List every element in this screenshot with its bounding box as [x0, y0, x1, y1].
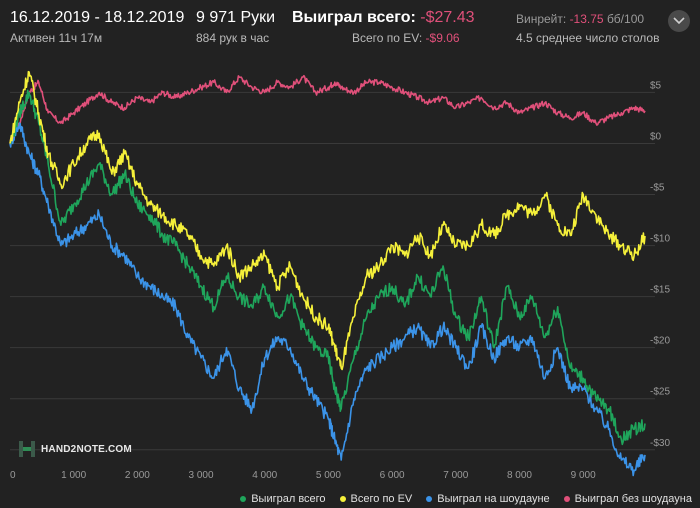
legend-label-non-showdown: Выиграл без шоудауна	[574, 493, 692, 505]
menu-button[interactable]	[668, 10, 690, 32]
won-total-value: -$27.43	[420, 9, 475, 26]
y-tick-label: -$30	[650, 438, 670, 449]
y-tick-label: -$20	[650, 336, 670, 347]
x-tick-label: 2 000	[125, 470, 150, 481]
legend-item-won[interactable]: Выиграл всего	[240, 493, 326, 505]
avg-tables: 4.5 среднее число столов	[516, 31, 660, 45]
y-tick-label: -$25	[650, 387, 670, 398]
winrate: Винрейт: -13.75 бб/100	[516, 12, 644, 26]
winrate-label: Винрейт:	[516, 12, 567, 26]
x-tick-label: 3 000	[189, 470, 214, 481]
x-tick-label: 1 000	[61, 470, 86, 481]
legend-item-non-showdown[interactable]: Выиграл без шоудауна	[563, 493, 692, 505]
y-tick-label: $0	[650, 131, 662, 142]
hand2note-logo-text: HAND2NOTE.COM	[41, 443, 132, 455]
legend-item-showdown[interactable]: Выиграл на шоудауне	[426, 493, 550, 505]
legend-dot-won	[240, 496, 247, 502]
x-tick-label: 4 000	[252, 470, 277, 481]
winrate-unit: бб/100	[606, 12, 645, 26]
won-total: Выиграл всего: -$27.43	[292, 9, 475, 27]
ev-value: -$9.06	[425, 31, 460, 45]
legend-item-ev[interactable]: Всего по EV	[339, 493, 413, 505]
ev-label: Всего по EV:	[352, 31, 423, 45]
hand2note-logo-icon	[19, 441, 35, 457]
series-line-showdown	[9, 122, 646, 477]
hand2note-logo: HAND2NOTE.COM	[18, 440, 132, 458]
series-line-ev	[9, 70, 646, 371]
y-tick-label: -$5	[650, 183, 665, 194]
chart-legend: Выиграл всего Всего по EV Выиграл на шоу…	[240, 493, 692, 505]
x-tick-label: 6 000	[380, 470, 405, 481]
series-line-won	[9, 89, 646, 446]
profit-chart: $5 $0 -$5 -$10 -$15 -$20 -$25 -$30 0 1 000 2 000 3…	[9, 70, 670, 481]
x-tick-label: 9 000	[571, 470, 596, 481]
x-tick-label: 5 000	[316, 470, 341, 481]
y-tick-label: -$15	[650, 285, 670, 296]
y-tick-label: -$10	[650, 234, 670, 245]
hands-count: 9 971 Руки	[196, 9, 276, 26]
legend-dot-showdown	[426, 496, 433, 502]
ev-total: Всего по EV: -$9.06	[352, 31, 460, 45]
stats-header: 16.12.2019 - 18.12.2019 Активен 11ч 17м …	[0, 0, 700, 50]
date-range: 16.12.2019 - 18.12.2019	[10, 9, 185, 26]
legend-label-showdown: Выиграл на шоудауне	[437, 493, 550, 505]
won-total-label: Выиграл всего:	[292, 9, 416, 26]
legend-label-won: Выиграл всего	[251, 493, 326, 505]
active-time: Активен 11ч 17м	[10, 31, 103, 45]
winrate-value: -13.75	[569, 12, 604, 26]
legend-label-ev: Всего по EV	[350, 493, 413, 505]
x-tick-label: 8 000	[507, 470, 532, 481]
y-tick-label: $5	[650, 80, 662, 91]
chevron-down-icon	[673, 17, 685, 25]
hands-per-hour: 884 рук в час	[196, 31, 270, 45]
legend-dot-ev	[339, 496, 346, 502]
series-line-non-showdown	[9, 74, 646, 144]
x-tick-label: 7 000	[443, 470, 468, 481]
legend-dot-non-showdown	[563, 496, 570, 502]
x-tick-label: 0	[10, 470, 16, 481]
